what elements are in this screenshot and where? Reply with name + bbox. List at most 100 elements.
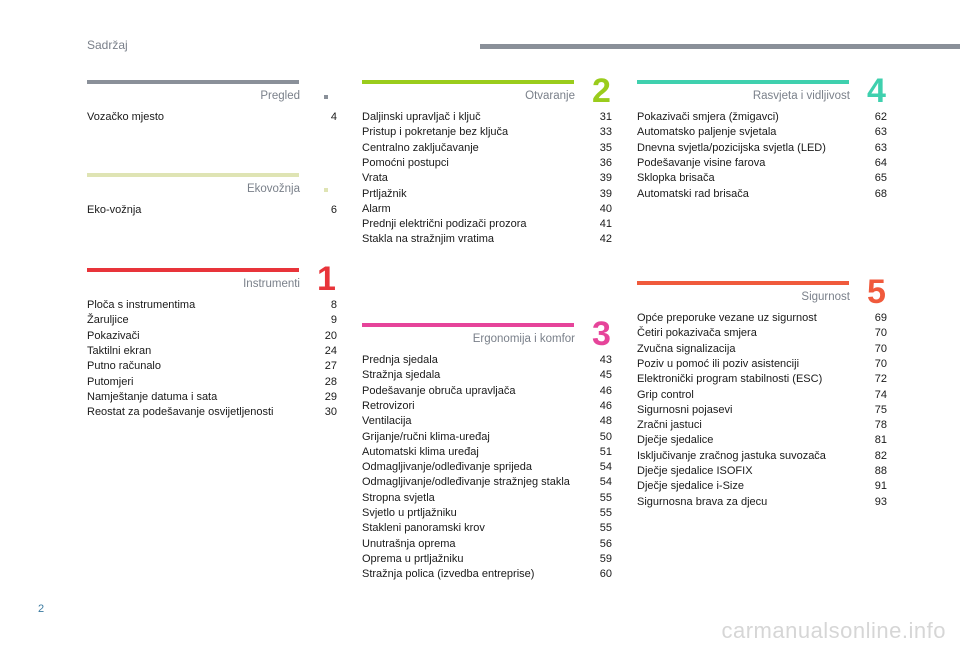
entry-title: Stropna svjetla (362, 491, 435, 504)
section-number: 1 (317, 260, 336, 298)
toc-entry: Grijanje/ručni klima-uređaj 50 (362, 430, 612, 445)
section-title: Otvaranje (525, 90, 575, 102)
toc-entry: Odmagljivanje/odleđivanje sprijeda 54 (362, 460, 612, 475)
toc-entry: Podešavanje visine farova 64 (637, 156, 887, 171)
entry-title: Pokazivači (87, 329, 140, 342)
entry-title: Ploča s instrumentima (87, 299, 196, 311)
section-marker (324, 95, 328, 99)
entry-page: 60 (599, 568, 612, 581)
entry-title: Četiri pokazivača smjera (637, 327, 757, 340)
entry-title: Pokazivači smjera (žmigavci) (637, 111, 779, 123)
toc-entry: Unutrašnja oprema 56 (362, 537, 612, 552)
section-bar (87, 268, 299, 272)
entry-page: 39 (599, 187, 612, 200)
entry-page: 70 (874, 357, 887, 370)
entry-page: 35 (599, 141, 612, 154)
entry-page: 55 (599, 491, 612, 504)
toc-entry: Retrovizori 46 (362, 399, 612, 414)
entry-title: Taktilni ekran (87, 344, 152, 357)
toc-entry: Stakla na stražnjim vratima 42 (362, 232, 612, 247)
entry-title: Sigurnosni pojasevi (637, 403, 733, 416)
toc-entry: Zvučna signalizacija 70 (637, 342, 887, 357)
toc-entry: Pokazivači 20 (87, 329, 337, 344)
entry-title: Svjetlo u prtljažniku (362, 507, 457, 519)
entry-page: 81 (874, 434, 887, 447)
toc-entry: Žaruljice 9 (87, 313, 337, 328)
entry-title: Oprema u prtljažniku (362, 552, 464, 565)
section-bar (87, 80, 299, 84)
entry-page: 46 (599, 384, 612, 397)
toc-entry: Dnevna svjetla/pozicijska svjetla (LED) 6… (637, 141, 887, 156)
entry-title: Pomoćni postupci (362, 156, 449, 169)
entry-page: 24 (324, 344, 337, 357)
entry-page: 72 (874, 373, 887, 386)
entry-title: Retrovizori (362, 399, 415, 412)
toc-entry: Automatsko paljenje svjetala 63 (637, 125, 887, 140)
entry-title: Odmagljivanje/odleđivanje sprijeda (362, 461, 532, 474)
entry-page: 64 (874, 156, 887, 169)
entry-page: 62 (874, 111, 887, 123)
entry-title: Zračni jastuci (637, 419, 702, 432)
entry-title: Grijanje/ručni klima-uređaj (362, 430, 490, 443)
entry-page: 46 (599, 399, 612, 412)
entry-page: 9 (330, 314, 337, 327)
section-bar (362, 80, 574, 84)
toc-entry: Isključivanje zračnog jastuka suvozača 82 (637, 449, 887, 464)
toc-entry: Grip control 74 (637, 388, 887, 403)
toc-entry: Podešavanje obruča upravljača 46 (362, 384, 612, 399)
toc-entry: Stropna svjetla 55 (362, 491, 612, 506)
entry-page: 93 (874, 495, 887, 508)
entry-title: Pristup i pokretanje bez ključa (362, 126, 509, 139)
entry-title: Isključivanje zračnog jastuka suvozača (637, 449, 826, 462)
toc-entry: Odmagljivanje/odleđivanje stražnjeg stak… (362, 475, 612, 490)
entry-title: Dječje sjedalice i-Size (637, 480, 744, 493)
toc-entry: Vrata 39 (362, 171, 612, 186)
entry-page: 50 (599, 430, 612, 443)
toc-entry: Reostat za podešavanje osvijetljenosti 30 (87, 405, 337, 420)
section-bar (362, 323, 574, 327)
toc-entry: Ploča s instrumentima 8 (87, 298, 337, 313)
toc-entry: Prednja sjedala 43 (362, 353, 612, 368)
entry-title: Dječje sjedalice (637, 434, 714, 447)
section-number: 5 (867, 273, 886, 311)
entry-title: Grip control (637, 388, 694, 401)
page-title: Sadržaj (87, 38, 128, 52)
toc-entry: Četiri pokazivača smjera 70 (637, 326, 887, 341)
entry-page: 55 (599, 522, 612, 535)
toc-entry: Eko-vožnja 6 (87, 203, 337, 218)
entry-title: Dnevna svjetla/pozicijska svjetla (LED) (637, 141, 826, 154)
entry-page: 65 (874, 172, 887, 185)
entry-title: Stražnja polica (izvedba entreprise) (362, 568, 535, 581)
section-title: Instrumenti (243, 278, 300, 290)
entry-page: 78 (874, 419, 887, 432)
toc-entry: Dječje sjedalice i-Size 91 (637, 479, 887, 494)
entry-page: 54 (599, 476, 612, 489)
entry-title: Centralno zaključavanje (362, 141, 479, 154)
toc-entry: Stražnja polica (izvedba entreprise) 60 (362, 567, 612, 582)
entry-title: Vozačko mjesto (87, 111, 165, 123)
watermark: carmanualsonline.info (721, 618, 946, 643)
entry-page: 69 (874, 312, 887, 324)
entry-page: 91 (874, 480, 887, 493)
entry-title: Automatski rad brisača (637, 187, 749, 200)
entry-title: Reostat za podešavanje osvijetljenosti (87, 406, 274, 419)
toc-entry: Oprema u prtljažniku 59 (362, 552, 612, 567)
entry-title: Sigurnosna brava za djecu (637, 495, 768, 508)
section-title: Ekovožnja (246, 183, 300, 195)
entry-page: 8 (330, 299, 337, 311)
entry-page: 29 (324, 390, 337, 403)
section-bar (87, 173, 299, 177)
toc-entry: Sigurnosni pojasevi 75 (637, 403, 887, 418)
entry-page: 41 (599, 218, 612, 231)
entry-title: Ventilacija (362, 415, 412, 428)
toc-entry: Stakleni panoramski krov 55 (362, 521, 612, 536)
toc-entry: Pokazivači smjera (žmigavci) 62 (637, 110, 887, 125)
entry-page: 31 (599, 111, 612, 123)
entry-title: Putomjeri (87, 375, 134, 388)
entry-title: Podešavanje visine farova (637, 156, 766, 169)
entry-page: 30 (324, 406, 337, 419)
toc-entry: Automatski klima uređaj 51 (362, 445, 612, 460)
entry-title: Zvučna signalizacija (637, 342, 736, 355)
entry-page: 43 (599, 354, 612, 366)
